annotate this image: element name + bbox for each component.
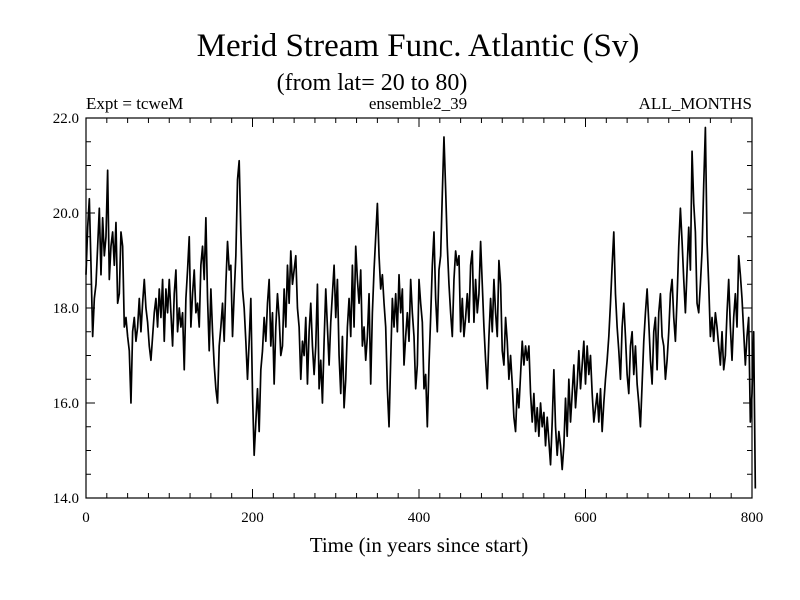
y-tick-label: 14.0 — [53, 491, 79, 507]
x-axis-label: Time (in years since start) — [310, 533, 529, 557]
chart-title: Merid Stream Func. Atlantic (Sv) — [197, 28, 640, 64]
y-axis-ticks: 14.0 16.0 18.0 20.0 22.0 — [53, 111, 752, 507]
y-tick-label: 16.0 — [53, 396, 79, 412]
y-tick-label: 20.0 — [53, 206, 79, 222]
data-series-line — [85, 126, 757, 489]
x-tick-label: 800 — [741, 510, 764, 526]
x-tick-label: 600 — [574, 510, 597, 526]
x-tick-label: 400 — [408, 510, 431, 526]
header-center-label: ensemble2_39 — [369, 94, 467, 113]
plot-frame — [85, 117, 753, 499]
chart-subtitle: (from lat= 20 to 80) — [277, 70, 468, 96]
x-tick-label: 200 — [241, 510, 264, 526]
y-tick-label: 18.0 — [53, 301, 79, 317]
y-tick-label: 22.0 — [53, 111, 79, 127]
header-right-label: ALL_MONTHS — [639, 94, 752, 113]
header-left-label: Expt = tcweM — [86, 94, 183, 113]
x-axis-ticks: 0 200 400 600 800 — [82, 118, 763, 526]
x-tick-label: 0 — [82, 510, 90, 526]
